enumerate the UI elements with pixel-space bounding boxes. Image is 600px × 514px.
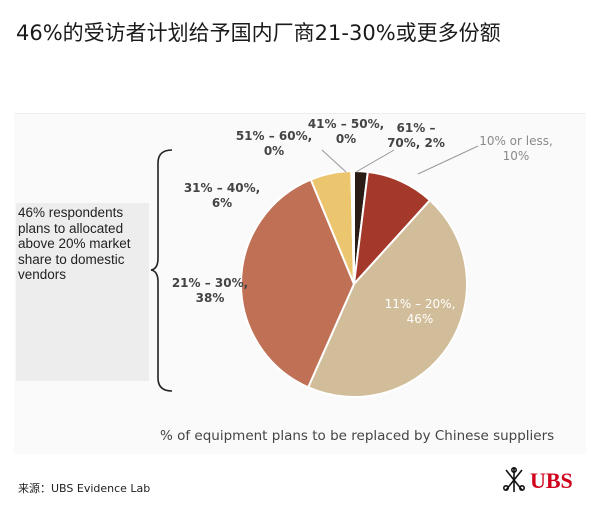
curly-brace (150, 149, 173, 392)
source-note: 来源：UBS Evidence Lab (18, 482, 151, 495)
callout-box: 46% respondents plans to allocated above… (16, 203, 149, 381)
leader-line (417, 145, 479, 175)
chart-x-label: % of equipment plans to be replaced by C… (160, 428, 554, 444)
leader-line (321, 149, 347, 173)
slice-label: 61% –70%, 2% (387, 121, 445, 150)
slice-label: 31% – 40%, 6% (184, 181, 260, 210)
slice-label: 11% – 20%, 46% (385, 297, 456, 326)
slice-label: 21% – 30%, 38% (172, 276, 248, 305)
ubs-logo: UBS (502, 466, 573, 493)
page-title: 46%的受访者计划给予国内厂商21-30%或更多份额 (16, 21, 501, 45)
slice-label: 51% – 60%, 0% (236, 129, 312, 158)
slice-label: 10% or less, 10% (479, 134, 553, 163)
pie-slice (240, 178, 356, 389)
slice-label: 41% – 50%, 0% (308, 117, 384, 146)
leader-line (355, 149, 395, 173)
pie-slice (351, 169, 355, 285)
keys-icon (502, 466, 525, 492)
ubs-logo-text: UBS (530, 468, 573, 493)
pie-slice (306, 198, 468, 398)
